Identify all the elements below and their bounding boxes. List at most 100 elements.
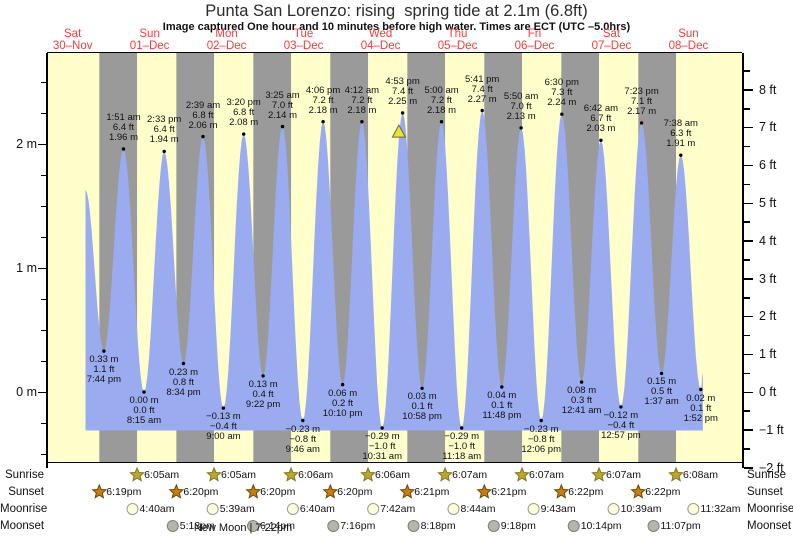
high-tide-dot [599,138,603,142]
day-label: Mon 02–Dec [192,28,262,52]
moonrise-circle-icon [607,503,620,515]
sunset-star-icon [245,483,262,499]
sunset-star-icon [168,483,185,499]
sunset-star-icon [91,483,108,499]
high-tide-dot [639,121,644,125]
low-tide-dot [380,426,384,430]
moonset-circle-icon [166,520,179,532]
sunrise-star-icon [591,466,607,482]
day-date: 30–Nov [52,40,93,52]
tide-chart-svg [47,53,742,462]
day-label: Fri 06–Dec [499,28,569,52]
high-tide-dot [201,134,205,139]
moonset-circle-icon [407,520,420,532]
sunrise-time: 6:05am [144,469,180,481]
day-label: Sat 30–Nov [38,28,108,52]
sunrise-time: 6:06am [298,469,334,481]
day-date: 04–Dec [360,40,401,52]
moonrise-circle-icon [206,503,219,515]
moonrise-circle-icon [527,503,540,515]
day-label: Sun 08–Dec [653,28,723,52]
sunset-star-icon [322,483,339,499]
moonrise-time: 6:40am [299,503,335,515]
day-date: 03–Dec [283,40,324,52]
moonset-time: 5:13pm [179,520,215,532]
sunset-star-icon [630,483,647,499]
day-date: 08–Dec [668,40,709,52]
sunrise-star-icon [283,466,299,482]
sunset-star-icon [476,483,493,499]
day-name: Fri [527,28,542,40]
sunset-star-icon [399,483,416,499]
moonset-circle-icon [647,520,660,532]
moonset-circle-icon [567,520,580,532]
moonset-time: 9:18pm [500,520,536,532]
moonset-time: 6:14pm [260,520,296,532]
sunrise-star-icon [129,466,145,482]
day-name: Mon [215,28,238,40]
day-label: Sat 07–Dec [576,28,646,52]
moonset-circle-icon [487,520,500,532]
moonrise-circle-icon [687,503,700,515]
low-tide-dot [102,349,106,353]
day-date: 07–Dec [591,40,632,52]
high-tide-dot [480,108,484,113]
day-date: 02–Dec [206,40,247,52]
low-tide-dot [221,406,226,410]
moonrise-time: 9:43am [540,503,576,515]
sunset-time: 6:21pm [414,486,450,498]
low-tide-dot [420,386,424,390]
day-date: 01–Dec [129,40,170,52]
moonrise-circle-icon [126,503,139,515]
moonrise-time: 5:39am [219,503,255,515]
day-label: Sun 01–Dec [115,28,185,52]
moonrise-circle-icon [367,503,380,515]
high-tide-dot [519,126,523,130]
low-tide-dot [340,382,345,387]
tide-area [85,110,703,431]
low-tide-dot [460,426,464,430]
sunset-time: 6:22pm [645,486,681,498]
low-tide-dot [500,385,504,389]
day-name: Sun [139,28,160,40]
moonrise-circle-icon [447,503,460,515]
moonset-time: 11:07pm [660,520,701,532]
high-tide-dot [280,124,285,129]
moonrise-time: 4:40am [139,503,175,515]
sunrise-star-icon [514,466,530,482]
high-tide-dot [439,120,444,124]
day-label: Wed 04–Dec [346,28,416,52]
low-tide-dot [539,418,543,423]
chart-subtitle: Image captured One hour and 10 minutes b… [162,21,631,33]
sunset-star-icon [553,483,570,499]
day-label: Tue 03–Dec [269,28,339,52]
day-name: Thu [447,28,468,40]
moonset-time: 8:18pm [420,520,456,532]
day-name: Sat [64,28,82,40]
sunrise-star-icon [437,466,453,482]
sunrise-star-icon [360,466,376,482]
high-tide-dot [321,120,325,124]
high-tide-dot [121,147,126,151]
high-tide-dot [242,132,246,136]
sunrise-star-icon [668,466,684,482]
moonset-circle-icon [247,520,260,532]
high-tide-dot [162,149,166,154]
new-moon-label: New Moon | 7:22pm [193,522,293,534]
sunrise-time: 6:07am [452,469,488,481]
low-tide-dot [181,361,186,366]
moonrise-time: 10:39am [620,503,662,515]
chart-title: Punta San Lorenzo: rising spring tide at… [205,2,588,20]
sunrise-time: 6:08am [683,469,719,481]
sunset-time: 6:20pm [183,486,219,498]
sunrise-time: 6:07am [529,469,565,481]
sunset-time: 6:19pm [106,486,142,498]
sunset-time: 6:22pm [568,486,604,498]
day-date: 05–Dec [437,40,478,52]
moonrise-circle-icon [286,503,299,515]
low-tide-dot [699,387,703,392]
low-tide-dot [619,405,623,409]
